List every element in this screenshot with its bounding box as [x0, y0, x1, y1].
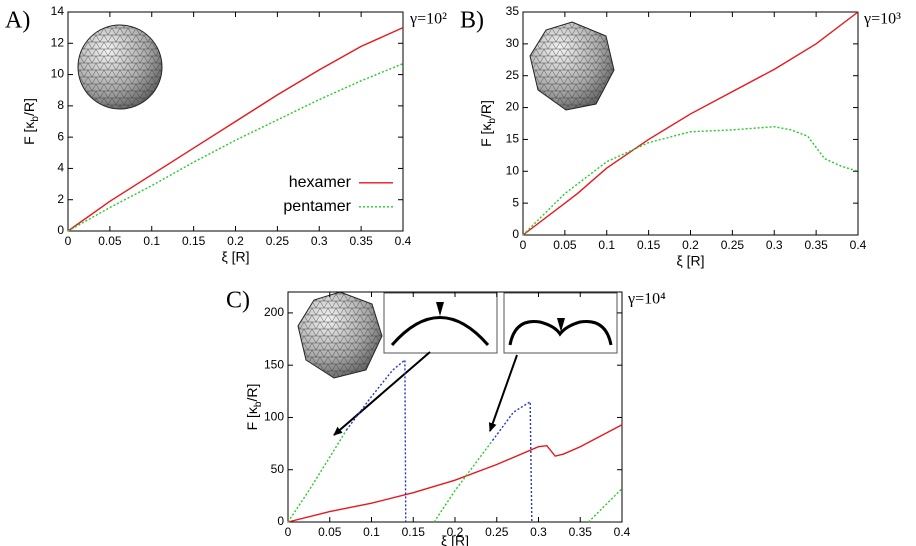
x-tick-label: 0.25: [721, 238, 745, 252]
y-tick-label: 10: [51, 67, 65, 81]
legend-label: hexamer: [289, 174, 352, 191]
x-tick-label: 0.4: [850, 238, 867, 252]
x-tick-label: 0.2: [682, 238, 699, 252]
series-line: [522, 125, 859, 236]
x-tick-label: 0.05: [553, 238, 577, 252]
series-line: [522, 11, 859, 236]
x-tick-label: 0.15: [182, 234, 206, 248]
x-tick-label: 0.35: [569, 525, 593, 539]
y-axis-label-part: b: [487, 118, 498, 124]
gamma-label: γ=10³: [863, 11, 901, 28]
y-tick-label: 5: [512, 195, 519, 209]
y-axis-label-part: b: [30, 116, 41, 122]
y-axis-label-part: F [κ: [21, 121, 37, 145]
x-tick-label: 0.1: [363, 525, 380, 539]
y-axis-label-part: /R]: [244, 384, 260, 402]
x-axis-label: ξ [R]: [676, 253, 704, 269]
series-line: [287, 424, 623, 523]
y-axis-label: F [κb/R]: [478, 100, 498, 147]
x-tick-label: 0.1: [143, 234, 160, 248]
y-tick-label: 10: [506, 163, 520, 177]
x-tick-label: 0.25: [485, 525, 509, 539]
y-axis-label-part: F [κ: [244, 406, 260, 430]
y-tick-label: 12: [51, 35, 65, 49]
series-line: [492, 400, 533, 523]
y-axis-label: F [κb/R]: [21, 98, 41, 145]
x-tick-label: 0: [65, 234, 72, 248]
x-tick-label: 0.2: [227, 234, 244, 248]
x-tick-label: 0.3: [766, 238, 783, 252]
y-tick-label: 35: [506, 4, 520, 18]
x-tick-label: 0: [285, 525, 292, 539]
y-tick-label: 0: [512, 227, 519, 241]
x-tick-label: 0.05: [98, 234, 122, 248]
x-tick-label: 0: [520, 238, 527, 252]
x-tick-label: 0.15: [402, 525, 426, 539]
x-tick-label: 0.15: [637, 238, 661, 252]
y-axis-label-part: F [κ: [478, 123, 494, 147]
sphere-inset: [77, 24, 163, 110]
panel-label: B): [460, 8, 484, 34]
arrow: [488, 354, 518, 432]
y-axis-label-part: /R]: [21, 98, 37, 116]
y-tick-label: 100: [264, 410, 284, 424]
y-tick-label: 14: [51, 4, 65, 18]
y-tick-label: 0: [277, 514, 284, 528]
shape-inset: [383, 292, 498, 354]
gamma-label: γ=10⁴: [627, 291, 666, 308]
legend-label: pentamer: [283, 198, 351, 215]
icosahedron-inset: [297, 291, 383, 379]
gamma-label: γ=10²: [409, 11, 447, 28]
series-line: [433, 440, 494, 523]
y-tick-label: 20: [506, 100, 520, 114]
x-tick-label: 0.2: [447, 525, 464, 539]
x-tick-label: 0.3: [311, 234, 328, 248]
y-tick-label: 200: [264, 305, 284, 319]
series-line: [287, 429, 348, 523]
x-tick-label: 0.1: [598, 238, 615, 252]
series-line: [588, 488, 623, 523]
y-tick-label: 0: [57, 223, 64, 237]
icosahedron-inset: [529, 21, 615, 111]
y-tick-label: 8: [57, 98, 64, 112]
y-axis-label-part: /R]: [478, 100, 494, 118]
y-axis-label-part: b: [253, 401, 264, 407]
x-tick-label: 0.4: [395, 234, 412, 248]
x-tick-label: 0.4: [614, 525, 631, 539]
x-tick-label: 0.35: [349, 234, 373, 248]
arrow: [333, 351, 431, 436]
panel-label: C): [226, 288, 250, 314]
x-axis-label: ξ [R]: [221, 249, 249, 265]
x-tick-label: 0.35: [804, 238, 828, 252]
y-tick-label: 6: [57, 129, 64, 143]
y-tick-label: 15: [506, 132, 520, 146]
y-axis-label: F [κb/R]: [244, 384, 264, 431]
x-axis-label: ξ [R]: [441, 533, 469, 546]
x-tick-label: 0.25: [266, 234, 290, 248]
y-tick-label: 25: [506, 68, 520, 82]
x-tick-label: 0.05: [318, 525, 342, 539]
series-line: [67, 27, 404, 232]
x-tick-label: 0.3: [530, 525, 547, 539]
shape-inset: [503, 292, 618, 354]
y-tick-label: 30: [506, 36, 520, 50]
y-tick-label: 2: [57, 192, 64, 206]
y-tick-label: 50: [271, 462, 285, 476]
y-tick-label: 150: [264, 357, 284, 371]
panel-label: A): [5, 8, 30, 34]
y-tick-label: 4: [57, 161, 64, 175]
series-line: [345, 358, 407, 523]
